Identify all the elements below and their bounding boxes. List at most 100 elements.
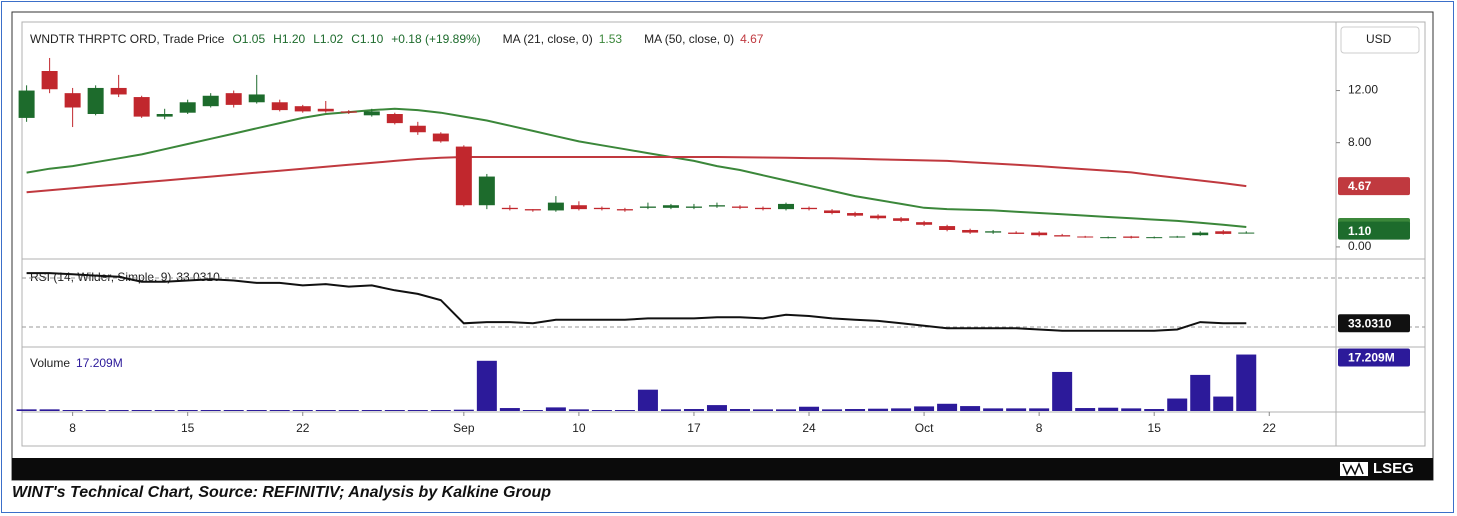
candle-body [317,108,334,112]
volume-value-label: 17.209M [1348,351,1395,365]
candle-body [409,125,426,133]
caption: WINT's Technical Chart, Source: REFINITI… [12,484,552,501]
candle-body [363,111,380,116]
candle-body [225,93,242,105]
ma-line [26,107,1247,228]
ma-price-label: 4.67 [1348,179,1372,193]
brand: LSEG [1373,460,1414,477]
candle-body [801,207,818,210]
currency-box [1340,26,1420,54]
candle-body [455,146,472,206]
volume-bar [62,410,83,411]
volume-title: Volume [30,356,70,370]
volume-bar [1190,374,1211,411]
volume-bar [361,410,382,411]
x-tick-label: 10 [572,421,586,435]
x-tick-label: 24 [802,421,816,435]
x-tick-label: Oct [915,421,934,435]
candle-body [985,231,1002,233]
volume-bar [637,389,658,411]
volume-bar [706,405,727,411]
candle-body [1146,237,1163,239]
candle-body [847,213,864,216]
volume-bar [108,410,129,411]
brand-logo [1340,461,1368,476]
volume-bar [983,408,1004,411]
brand-bar [12,458,1433,480]
volume-bar [776,409,797,411]
volume-bar [1029,408,1050,411]
candle-body [778,203,795,210]
candle-body [386,114,403,124]
volume-bar [177,410,198,411]
volume-bar [937,403,958,411]
volume-bar [246,410,267,411]
volume-bar [200,410,221,411]
candle-body [524,209,541,211]
close-text: C1.10 [351,32,383,46]
volume-bar [752,409,773,411]
volume-bar [1075,408,1096,411]
candle-body [1100,237,1117,239]
x-tick-label: 22 [1263,421,1277,435]
volume-bar [591,410,612,411]
candle-body [916,222,933,225]
ma21-name: MA (21, close, 0) [503,32,593,46]
volume-bar [1144,409,1165,411]
x-tick-label: 17 [687,421,701,435]
candle-body [1215,231,1232,234]
candle-body [870,215,887,219]
x-tick-label: 8 [69,421,76,435]
ma21-value: 1.53 [599,32,623,46]
volume-bar [914,406,935,411]
candle-body [41,71,58,90]
candle-body [639,206,656,208]
candle-body [1054,235,1071,237]
candle-body [547,202,564,211]
x-tick-label: 8 [1036,421,1043,435]
x-tick-label: 22 [296,421,310,435]
x-tick-label: Sep [453,421,475,435]
candle-body [248,94,265,103]
candle-body [156,114,173,117]
candle-body [893,218,910,221]
volume-bar [545,407,566,411]
candle-body [294,106,311,112]
volume-bar [822,409,843,411]
ma-price-label-box [1338,177,1410,196]
volume-bar [729,409,750,411]
volume-bar [338,410,359,411]
change-text: +0.18 (+19.89%) [391,32,480,46]
high-text: H1.20 [273,32,305,46]
volume-bar [614,410,635,411]
rsi-value-label: 33.0310 [1348,316,1392,330]
volume-bar [131,410,152,411]
candle-body [962,229,979,233]
candle-body [271,102,288,111]
volume-bar [1213,396,1234,411]
volume-bar [292,410,313,411]
candle-body [1008,232,1025,234]
volume-bar [868,408,889,411]
x-tick-label: 15 [1148,421,1162,435]
candle-body [1123,236,1140,238]
volume-bar [384,410,405,411]
volume-bar [960,406,981,411]
candle-body [432,133,449,142]
volume-bar [223,410,244,411]
rsi-value-label-box [1338,314,1410,333]
y-tick-label: 8.00 [1348,135,1372,149]
candle-body [110,87,127,95]
candle-body [662,205,679,208]
volume-bar [453,409,474,411]
ma50-name: MA (50, close, 0) [644,32,734,46]
volume-bar [1121,408,1142,411]
volume-bar [16,409,37,411]
currency: USD [1366,32,1392,46]
candle-body [202,95,219,107]
volume-bar [430,410,451,411]
volume-bar [522,410,543,411]
volume-bar [1167,398,1188,411]
volume-bar [154,410,175,411]
volume-bar [799,406,820,411]
